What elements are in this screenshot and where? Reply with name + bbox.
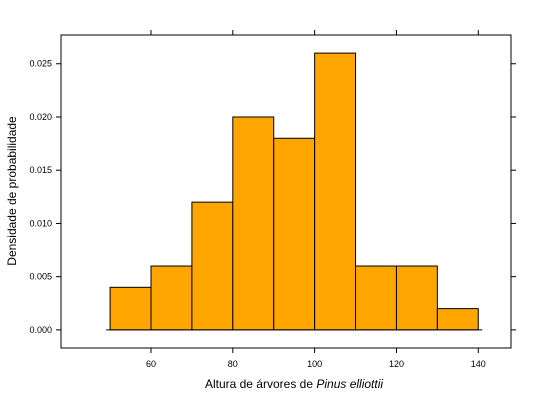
histogram-bar-8 (436, 308, 479, 331)
x-tick-label-80: 80 (228, 359, 238, 369)
y-tick-label-4: 0.020 (29, 112, 52, 122)
histogram-bar-2 (191, 201, 234, 331)
histogram-bar-7 (395, 265, 438, 331)
histogram-bar-3 (232, 116, 275, 331)
x-tick-label-100: 100 (307, 359, 322, 369)
histogram-bar-4 (273, 137, 316, 331)
histogram-bar-0 (109, 286, 152, 331)
histogram-bar-5 (314, 52, 357, 331)
y-tick-label-2: 0.010 (29, 218, 52, 228)
y-tick-label-5: 0.025 (29, 59, 52, 69)
histogram-bar-6 (355, 265, 397, 331)
ticks-group: 60 80 100 120 140 0.000 0.005 0.010 0.015 0.020 0.… (29, 30, 516, 369)
x-axis-title-prefix: Altura de árvores de (205, 377, 316, 391)
y-axis-title: Densidade de probabilidade (5, 116, 19, 266)
plot-frame (60, 34, 512, 349)
y-tick-label-1: 0.005 (29, 272, 52, 282)
bars-group (109, 52, 479, 331)
y-tick-label-0: 0.000 (29, 325, 52, 335)
x-tick-label-140: 140 (471, 359, 486, 369)
x-axis-title-species: Pinus elliottii (316, 377, 383, 391)
x-axis-title: Altura de árvores de Pinus elliottii (205, 377, 383, 391)
y-tick-label-3: 0.015 (29, 165, 52, 175)
histogram-bar-1 (150, 265, 193, 331)
x-tick-label-120: 120 (389, 359, 404, 369)
x-tick-label-60: 60 (146, 359, 156, 369)
